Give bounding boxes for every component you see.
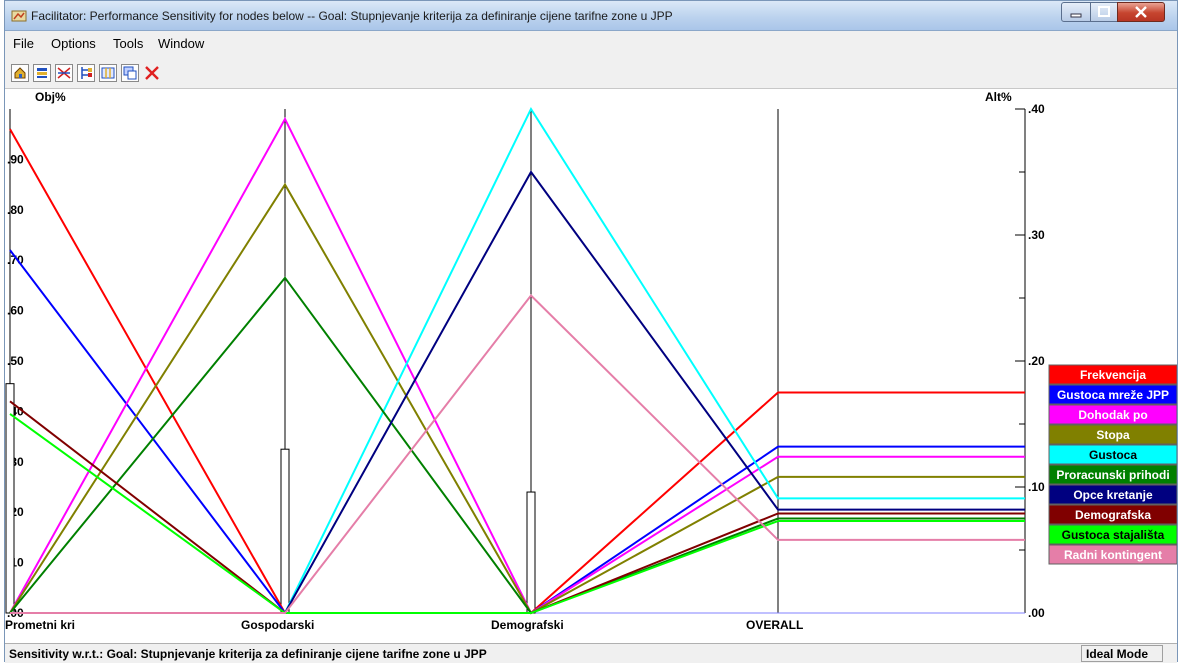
series-line <box>9 249 1025 614</box>
window-title: Facilitator: Performance Sensitivity for… <box>31 9 673 23</box>
right-tick-label: .30 <box>1028 228 1045 242</box>
minimize-button[interactable] <box>1061 2 1091 22</box>
series-line <box>10 106 1025 614</box>
app-window: Facilitator: Performance Sensitivity for… <box>4 0 1178 663</box>
status-bar: Sensitivity w.r.t.: Goal: Stupnjevanje k… <box>5 643 1177 663</box>
criterion-weight-bar <box>526 491 536 614</box>
app-icon <box>11 10 27 22</box>
legend-label: Proracunski prihodi <box>1056 468 1169 482</box>
toolbar <box>5 57 1177 89</box>
maximize-button[interactable] <box>1090 2 1118 22</box>
right-tick-label: .00 <box>1028 606 1045 620</box>
series-line <box>9 116 1025 615</box>
home-button[interactable] <box>11 64 29 82</box>
overall-label: OVERALL <box>746 618 803 632</box>
left-tick-label: .60 <box>7 304 24 318</box>
left-tick-label: .90 <box>7 152 24 166</box>
right-tick-label: .20 <box>1028 354 1045 368</box>
left-axis-label: Obj% <box>35 90 66 104</box>
series-line <box>9 413 1025 614</box>
sensitivity-chart: .00.10.20.30.40.50.60.70.80.90 Obj% .00.10… <box>5 89 1178 643</box>
menu-options[interactable]: Options <box>51 36 96 51</box>
left-tick-label: .50 <box>7 354 24 368</box>
minimize-icon <box>1070 13 1082 18</box>
legend-label: Frekvencija <box>1080 368 1146 382</box>
title-bar[interactable]: Facilitator: Performance Sensitivity for… <box>5 1 1177 31</box>
tree-icon <box>81 67 92 79</box>
legend-label: Gustoca mreže JPP <box>1057 388 1169 402</box>
criterion-weight-bar <box>5 383 15 614</box>
mode-indicator: Ideal Mode <box>1081 645 1163 662</box>
cross-lines-button[interactable] <box>55 64 73 82</box>
criterion-weight-bar <box>280 448 290 614</box>
legend-label: Stopa <box>1096 428 1130 442</box>
menu-file[interactable]: File <box>13 36 34 51</box>
menu-tools[interactable]: Tools <box>113 36 144 51</box>
menu-window[interactable]: Window <box>158 36 205 51</box>
legend-label: Dohodak po <box>1078 408 1147 422</box>
series-line <box>9 400 1025 614</box>
right-tick-label: .10 <box>1028 480 1045 494</box>
cross-lines-icon <box>57 67 71 79</box>
close-view-button[interactable] <box>143 64 161 82</box>
performance-sensitivity-plot[interactable]: .00.10.20.30.40.50.60.70.80.90Obj%.00.10… <box>5 89 1178 643</box>
tree-button[interactable] <box>77 64 95 82</box>
columns-icon <box>101 67 115 79</box>
home-icon <box>14 67 26 79</box>
legend-label: Gustoca <box>1089 448 1137 462</box>
status-text: Sensitivity w.r.t.: Goal: Stupnjevanje k… <box>9 647 487 661</box>
windows-button[interactable] <box>121 64 139 82</box>
columns-button[interactable] <box>99 64 117 82</box>
close-icon <box>145 66 159 80</box>
series-line <box>9 276 1025 615</box>
maximize-icon <box>1098 6 1110 17</box>
close-window-button[interactable] <box>1117 2 1165 22</box>
list-button[interactable] <box>33 64 51 82</box>
criterion-label: Gospodarski <box>241 618 314 632</box>
criterion-label: Demografski <box>491 618 564 632</box>
legend-label: Gustoca stajališta <box>1062 528 1165 542</box>
windows-icon <box>123 66 137 80</box>
right-axis-label: Alt% <box>985 90 1012 104</box>
series-line <box>10 293 1025 614</box>
menu-bar: File Options Tools Window <box>5 31 1177 57</box>
close-icon <box>1135 6 1147 18</box>
legend-label: Opce kretanje <box>1073 488 1153 502</box>
right-tick-label: .40 <box>1028 102 1045 116</box>
criterion-label: Prometni kri <box>5 618 75 632</box>
left-tick-label: .80 <box>7 203 24 217</box>
list-icon <box>37 68 47 78</box>
legend-label: Demografska <box>1075 508 1151 522</box>
legend-label: Radni kontingent <box>1064 548 1162 562</box>
